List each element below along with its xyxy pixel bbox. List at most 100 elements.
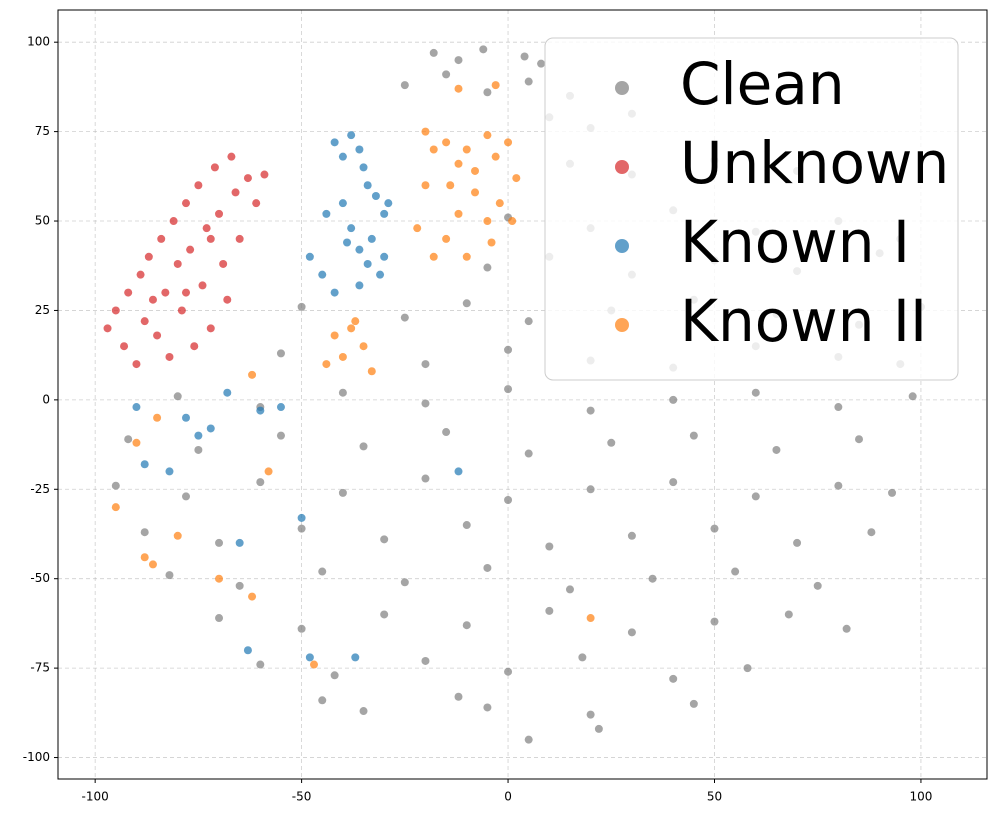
point [305,653,314,662]
point [834,481,843,490]
point [565,585,574,594]
point [194,445,203,454]
legend-frame [544,37,959,381]
point [330,288,339,297]
point [235,581,244,590]
point [479,45,488,54]
point [309,660,318,669]
point [330,331,339,340]
point [454,159,463,168]
point [689,431,698,440]
point [223,388,232,397]
point [462,145,471,154]
point [462,521,471,530]
point [186,245,195,254]
y-tick-label: -25 [30,482,50,496]
point [627,628,636,637]
point [330,671,339,680]
point [276,349,285,358]
point [140,528,149,537]
point [215,538,224,547]
point [607,438,616,447]
plot-frame [57,9,988,780]
point [297,302,306,311]
point [140,460,149,469]
point [483,131,492,140]
point [367,234,376,243]
point [483,703,492,712]
point [524,735,533,744]
point [669,674,678,683]
point [648,574,657,583]
point [181,199,190,208]
point [235,538,244,547]
point [586,406,595,415]
point [429,252,438,261]
point [471,188,480,197]
point [120,342,129,351]
point [330,138,339,147]
point [421,474,430,483]
y-tick-label: 100 [27,35,50,49]
point [421,360,430,369]
point [343,238,352,247]
point [380,252,389,261]
point [421,181,430,190]
point [157,234,166,243]
point [442,234,451,243]
point [483,263,492,272]
y-tick-label: -50 [30,571,50,585]
point [888,488,897,497]
point [359,442,368,451]
point [206,324,215,333]
point [710,617,719,626]
point [400,578,409,587]
point [132,403,141,412]
point [429,145,438,154]
point [524,77,533,86]
y-tick-label: -100 [23,750,50,764]
point [111,503,120,512]
point [194,431,203,440]
point [772,445,781,454]
point [227,152,236,161]
point [181,413,190,422]
point [202,224,211,233]
point [751,492,760,501]
point [429,48,438,57]
point [111,306,120,315]
point [504,496,513,505]
point [256,406,265,415]
point [751,388,760,397]
legend-label: Clean [680,50,845,118]
point [367,367,376,376]
point [483,563,492,572]
point [165,352,174,361]
point [446,181,455,190]
point [181,288,190,297]
point [276,403,285,412]
point [743,664,752,673]
point [148,560,157,569]
point [442,70,451,79]
point [442,138,451,147]
x-tick-label: -50 [292,790,312,804]
point [338,152,347,161]
point [363,181,372,190]
point [520,52,529,61]
point [359,707,368,716]
point [537,59,546,68]
point [215,614,224,623]
point [355,145,364,154]
point [586,485,595,494]
y-tick-label: 75 [35,124,50,138]
point [252,199,261,208]
point [351,317,360,326]
legend-marker [615,160,629,174]
point [586,614,595,623]
point [173,392,182,401]
point [627,531,636,540]
point [248,370,257,379]
legend-marker [615,239,629,253]
